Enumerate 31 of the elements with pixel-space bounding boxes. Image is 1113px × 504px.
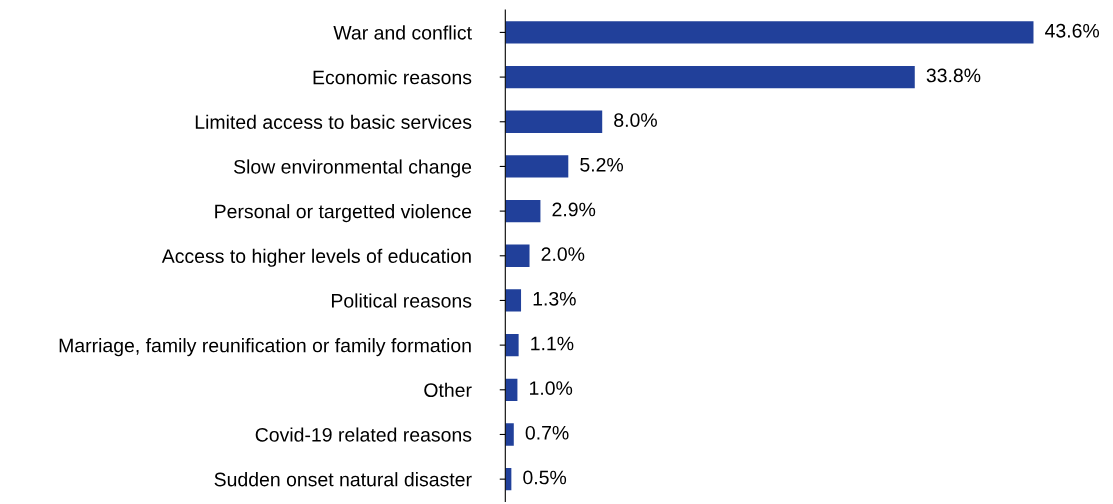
y-tick-label: Other [424, 382, 472, 398]
y-tick-label: Slow environmental change [233, 159, 472, 178]
data-label: 43.6% [1045, 23, 1100, 38]
data-label: 2.9% [552, 202, 596, 217]
y-tick-label: Economic reasons [313, 70, 472, 85]
data-label: 33.8% [926, 68, 981, 83]
y-tick-label: Political reasons [331, 293, 472, 308]
data-label: 1.1% [531, 336, 574, 351]
bar [505, 423, 514, 446]
data-label: 0.7% [525, 425, 569, 440]
data-label: 8.0% [614, 113, 657, 127]
y-tick-label: Sudden onset natural disaster [214, 472, 472, 487]
y-tick-label: War and conflict [333, 25, 472, 40]
data-label: 1.3% [533, 291, 576, 306]
bar [505, 199, 541, 223]
bar [505, 21, 1034, 44]
bar [505, 289, 522, 312]
bar [505, 244, 530, 267]
bar [505, 333, 519, 357]
bar [505, 65, 915, 89]
data-label: 0.5% [523, 470, 567, 485]
y-tick-label: Personal or targetted violence [215, 204, 472, 223]
bar [505, 110, 603, 133]
data-label: 2.0% [541, 247, 585, 261]
y-tick-label: Limited access to basic services [195, 114, 472, 129]
data-label: 5.2% [580, 157, 624, 172]
bar [505, 155, 569, 178]
y-tick-label: Covid-19 related reasons [255, 427, 472, 442]
y-tick-label: Marriage, family reunification or family formation [59, 338, 471, 357]
y-tick-label: Access to higher levels of education [161, 248, 471, 267]
data-label: 1.0% [530, 381, 573, 396]
